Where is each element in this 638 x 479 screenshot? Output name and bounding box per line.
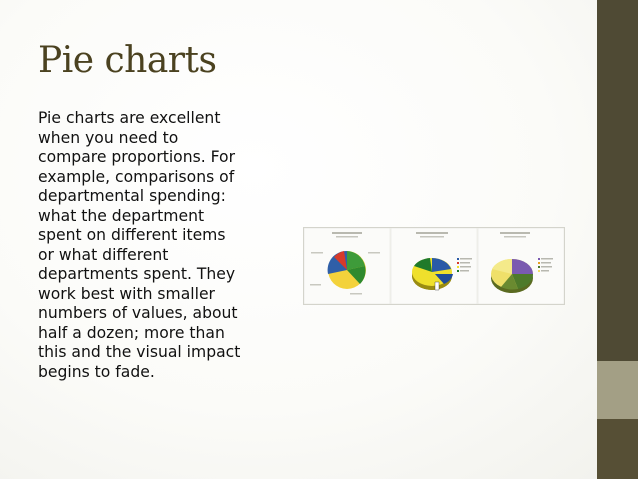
body-line: work best with smaller [38,284,215,303]
slide-body-text: Pie charts are excellent when you need t… [38,109,288,382]
body-line: departments spent. They [38,265,236,283]
slide-title: Pie charts [38,40,217,81]
body-line: what the department [38,206,205,225]
right-accent-bar [597,0,638,479]
body-line: compare proportions. For [38,148,236,166]
body-line: Pie charts are excellent [38,109,221,127]
body-line: begins to fade. [38,362,155,381]
body-line: half a dozen; more than [38,323,225,342]
body-line: spent on different items [38,226,226,244]
pie-example-flat [310,232,380,295]
pie-example-textured-3d [491,232,553,293]
body-line: departmental spending: [38,187,226,205]
right-accent-bar-dark-segment [597,419,638,479]
pie-chart-examples-image [303,227,565,305]
body-line: when you need to [38,128,179,147]
body-line: example, comparisons of [38,167,235,186]
right-accent-bar-light-segment [597,361,638,419]
pie-charts-picture [303,227,565,305]
body-line: this and the visual impact [38,343,241,361]
body-line: or what different [38,245,169,264]
pie-example-exploded-3d [412,232,472,291]
body-line: numbers of values, about [38,304,238,322]
